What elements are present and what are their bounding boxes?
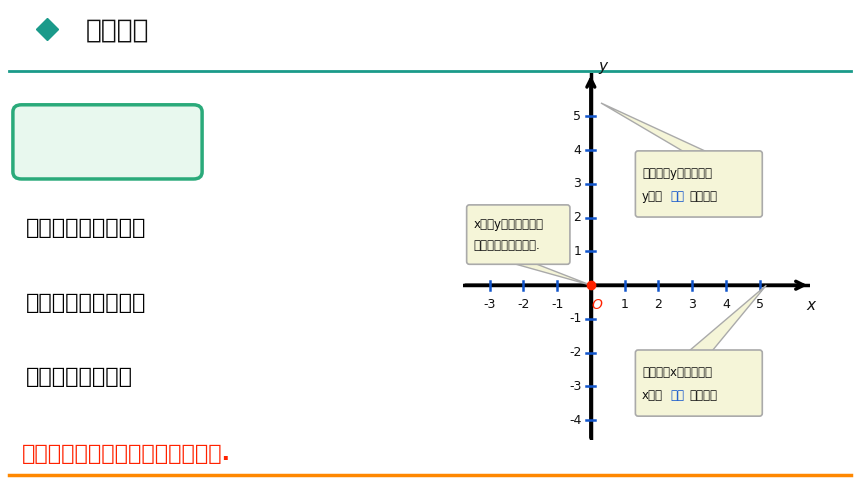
Text: x轴与y轴的交点叫平: x轴与y轴的交点叫平 (473, 218, 544, 231)
Text: 5: 5 (756, 298, 764, 311)
Text: 平面直角坐标系，简称直角坐标系.: 平面直角坐标系，简称直角坐标系. (22, 444, 230, 464)
Polygon shape (507, 261, 591, 285)
FancyBboxPatch shape (13, 105, 202, 179)
Text: -3: -3 (483, 298, 495, 311)
Text: 向上: 向上 (670, 190, 685, 203)
Text: 2: 2 (574, 211, 581, 224)
Text: -4: -4 (569, 414, 581, 427)
Text: x轴取: x轴取 (642, 389, 663, 402)
Text: 公共原点且互相垂直: 公共原点且互相垂直 (26, 293, 146, 313)
Text: 1: 1 (574, 245, 581, 258)
FancyBboxPatch shape (467, 205, 570, 264)
Text: 1: 1 (621, 298, 629, 311)
Text: y轴取: y轴取 (642, 190, 663, 203)
Polygon shape (687, 285, 766, 353)
Text: 为正方向: 为正方向 (689, 389, 717, 402)
Text: -3: -3 (569, 380, 581, 393)
Text: 水平的叫x轴或横轴；: 水平的叫x轴或横轴； (642, 365, 712, 378)
Text: 概念学习: 概念学习 (81, 132, 134, 152)
FancyBboxPatch shape (636, 151, 762, 217)
Polygon shape (601, 103, 710, 153)
Text: 在平面内，画两条有: 在平面内，画两条有 (26, 218, 146, 239)
Text: -1: -1 (569, 313, 581, 325)
Text: 面直角坐标系的原点.: 面直角坐标系的原点. (473, 239, 540, 252)
Text: -2: -2 (517, 298, 530, 311)
Text: 向右: 向右 (670, 389, 685, 402)
Text: 2: 2 (654, 298, 662, 311)
Text: 5: 5 (574, 110, 581, 123)
Text: 为正方向: 为正方向 (689, 190, 717, 203)
Text: 竖直的叫y轴或纵轴；: 竖直的叫y轴或纵轴； (642, 166, 712, 180)
Text: 4: 4 (722, 298, 730, 311)
Text: O: O (592, 298, 602, 312)
Text: 探究新知: 探究新知 (86, 18, 150, 44)
Text: -2: -2 (569, 346, 581, 359)
FancyBboxPatch shape (636, 350, 762, 416)
Text: 4: 4 (574, 144, 581, 157)
Text: 3: 3 (688, 298, 696, 311)
Text: 的数轴，就构成了: 的数轴，就构成了 (26, 367, 132, 387)
Text: -1: -1 (551, 298, 563, 311)
Text: y: y (599, 59, 607, 74)
Text: x: x (807, 298, 816, 313)
Text: 3: 3 (574, 178, 581, 191)
